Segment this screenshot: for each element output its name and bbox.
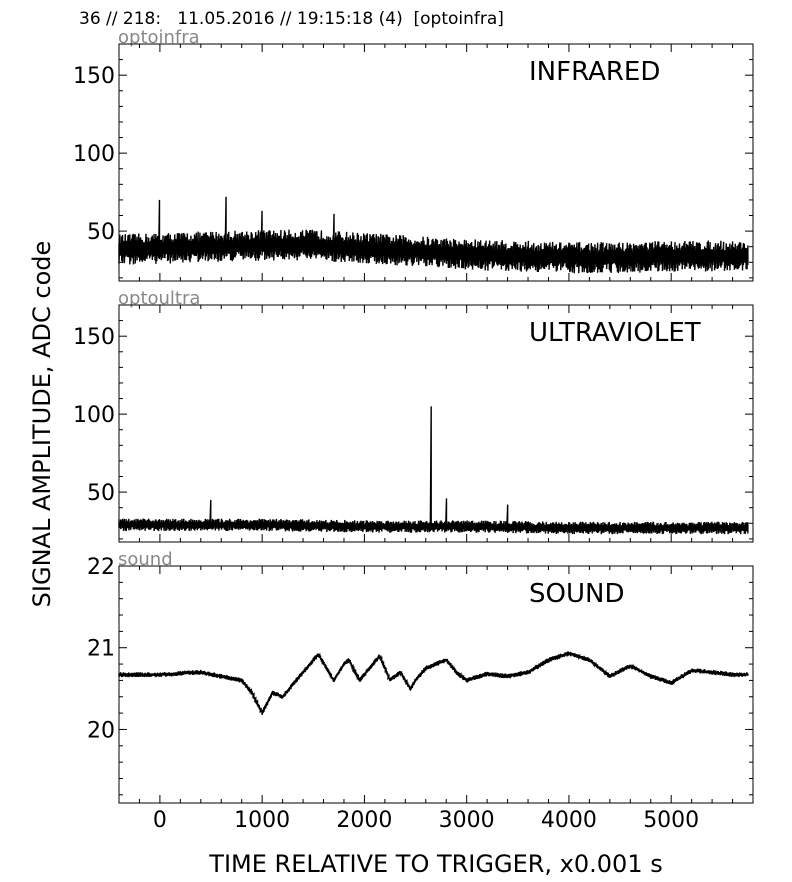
signal-trace (118, 196, 749, 274)
axes-frame (118, 565, 754, 804)
channel-label: optoultra (118, 288, 200, 309)
axes-frame (118, 43, 754, 282)
y-tick-label: 50 (87, 481, 115, 506)
signal-trace (118, 406, 749, 535)
chart-panels: optoinfraINFRARED50100150optoultraULTRAV… (73, 27, 754, 833)
channel-label: sound (118, 549, 173, 570)
x-tick-label: 0 (153, 808, 167, 833)
y-tick-label: 100 (73, 403, 115, 428)
panel-title: INFRARED (529, 57, 660, 87)
y-tick-label: 50 (87, 220, 115, 245)
axes-frame (118, 304, 754, 543)
x-axis-label: TIME RELATIVE TO TRIGGER, x0.001 s (208, 850, 662, 878)
y-tick-label: 21 (87, 637, 115, 662)
y-tick-label: 150 (73, 325, 115, 350)
x-tick-label: 1000 (234, 808, 290, 833)
y-tick-label: 22 (87, 555, 115, 580)
channel-label: optoinfra (118, 27, 200, 48)
y-tick-label: 150 (73, 64, 115, 89)
x-tick-label: 4000 (541, 808, 597, 833)
panel-optoinfra: optoinfra INFRARED 50 100 150 (73, 27, 754, 282)
y-tick-label: 20 (87, 718, 115, 743)
panel-sound: sound SOUND 0 1000 2000 3000 4000 5000 20 21 22 (87, 549, 754, 833)
y-tick-label: 100 (73, 142, 115, 167)
panel-optoultra: optoultra ULTRAVIOLET 50 100 150 (73, 288, 754, 543)
panel-title: SOUND (529, 579, 624, 609)
y-axis-label: SIGNAL AMPLITUDE, ADC code (28, 241, 56, 608)
figure-title: 36 // 218: 11.05.2016 // 19:15:18 (4) [o… (79, 9, 504, 29)
x-tick-label: 2000 (336, 808, 392, 833)
signal-trace (118, 651, 749, 715)
panel-title: ULTRAVIOLET (529, 318, 701, 348)
x-tick-label: 5000 (643, 808, 699, 833)
x-tick-label: 3000 (439, 808, 495, 833)
